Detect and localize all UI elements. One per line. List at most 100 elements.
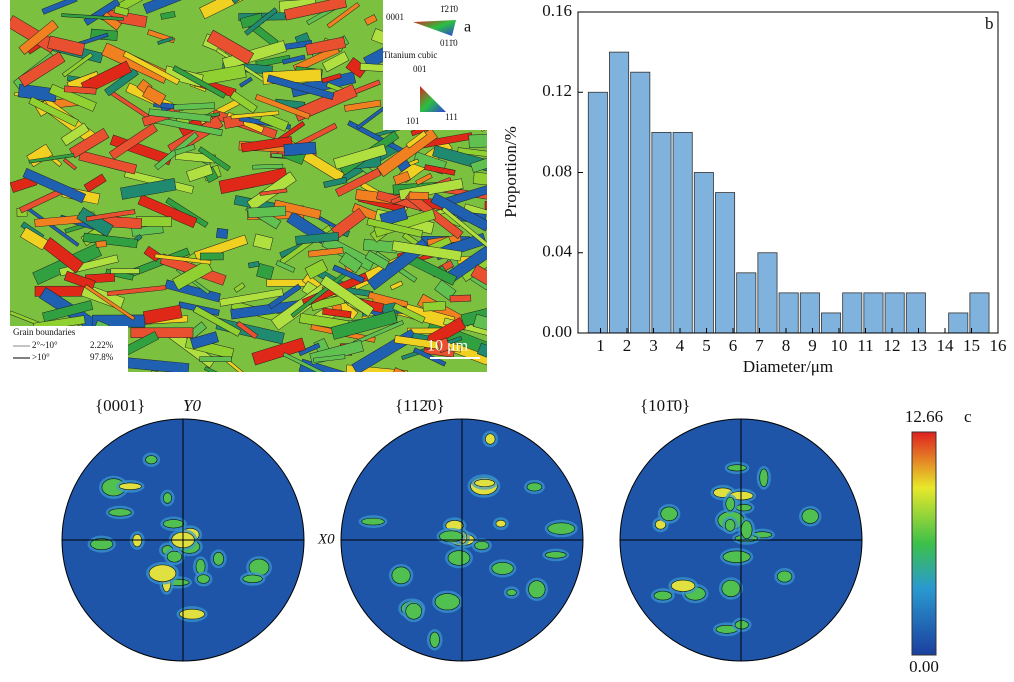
grain bbox=[272, 153, 283, 157]
intensity-blob bbox=[496, 520, 506, 527]
bar bbox=[949, 313, 968, 333]
intensity-blob bbox=[149, 565, 176, 582]
intensity-blob bbox=[119, 483, 141, 490]
x-tick-label: 11 bbox=[857, 336, 873, 355]
grain bbox=[200, 357, 232, 362]
x-tick-label: 12 bbox=[884, 336, 901, 355]
x-tick-label: 1 bbox=[596, 336, 605, 355]
grain bbox=[409, 192, 429, 200]
grain bbox=[96, 241, 107, 248]
legend-label: 2°~10° bbox=[32, 340, 58, 350]
grain bbox=[216, 228, 228, 238]
bar bbox=[652, 132, 671, 333]
x-tick-label: 16 bbox=[990, 336, 1007, 355]
bar bbox=[843, 293, 862, 333]
grain bbox=[253, 164, 283, 169]
legend-value: 2.22% bbox=[90, 340, 114, 350]
intensity-blob bbox=[243, 575, 262, 583]
x-tick-label: 3 bbox=[649, 336, 658, 355]
x-tick-label: 4 bbox=[676, 336, 685, 355]
panel-label: c bbox=[964, 407, 972, 426]
x-axis-label: Diameter/μm bbox=[743, 357, 833, 376]
panel-label: a bbox=[464, 19, 471, 36]
bar bbox=[609, 52, 628, 333]
x-tick-label: 5 bbox=[702, 336, 711, 355]
grain bbox=[111, 269, 140, 274]
bar bbox=[737, 273, 756, 333]
key-label: 001 bbox=[413, 64, 427, 74]
colorbar-min: 0.00 bbox=[909, 657, 939, 676]
y-tick-label: 0.00 bbox=[542, 322, 572, 341]
grain bbox=[423, 301, 446, 311]
y-axis-label: Proportion/% bbox=[501, 126, 520, 218]
intensity-blob bbox=[146, 456, 158, 464]
intensity-blob bbox=[197, 575, 209, 584]
intensity-blob bbox=[435, 594, 460, 610]
intensity-blob bbox=[529, 581, 546, 598]
intensity-blob bbox=[485, 434, 495, 445]
axis-name: Y0 bbox=[183, 396, 201, 415]
intensity-blob bbox=[777, 571, 792, 582]
grain bbox=[284, 142, 317, 156]
panel-label: b bbox=[985, 14, 994, 33]
intensity-blob bbox=[726, 497, 735, 510]
bar bbox=[779, 293, 798, 333]
intensity-blob bbox=[362, 518, 385, 525]
intensity-blob bbox=[109, 509, 131, 516]
x-tick-label: 9 bbox=[808, 336, 817, 355]
x-tick-label: 10 bbox=[831, 336, 848, 355]
key-label: 1̄21̄0 bbox=[440, 4, 459, 14]
intensity-blob bbox=[392, 567, 410, 584]
intensity-blob bbox=[654, 591, 672, 600]
figure: 0001 1̄21̄0 011̄0 Titanium cubic 001 101… bbox=[0, 0, 1014, 677]
colorbar bbox=[912, 432, 936, 655]
x-tick-label: 7 bbox=[755, 336, 764, 355]
intensity-blob bbox=[545, 552, 566, 559]
intensity-blob bbox=[430, 632, 440, 647]
legend-label: >10° bbox=[32, 352, 50, 362]
intensity-blob bbox=[661, 507, 678, 521]
bar bbox=[821, 313, 840, 333]
bar bbox=[885, 293, 904, 333]
grain bbox=[484, 6, 515, 33]
intensity-blob bbox=[527, 483, 542, 491]
axis-name: X0 bbox=[317, 531, 335, 547]
bar bbox=[588, 92, 607, 333]
key-label: 101 bbox=[406, 116, 420, 126]
x-tick-label: 2 bbox=[623, 336, 632, 355]
figure-title: {112̄0} bbox=[395, 396, 445, 415]
x-tick-label: 8 bbox=[782, 336, 791, 355]
intensity-blob bbox=[760, 469, 768, 487]
intensity-blob bbox=[671, 580, 695, 591]
intensity-blob bbox=[163, 520, 183, 528]
x-tick-label: 13 bbox=[910, 336, 927, 355]
key-label: Titanium cubic bbox=[383, 50, 437, 60]
x-tick-label: 15 bbox=[963, 336, 980, 355]
intensity-blob bbox=[741, 521, 752, 539]
grain bbox=[150, 371, 175, 384]
bar bbox=[715, 193, 734, 333]
grain bbox=[200, 253, 223, 260]
bar bbox=[970, 293, 989, 333]
key-label: 0001 bbox=[386, 12, 404, 22]
intensity-blob bbox=[723, 551, 750, 563]
grain bbox=[450, 295, 471, 302]
intensity-blob bbox=[406, 603, 422, 619]
intensity-blob bbox=[448, 551, 470, 566]
bar bbox=[694, 173, 713, 334]
ipf-key: 0001 1̄21̄0 011̄0 Titanium cubic 001 101… bbox=[383, 0, 487, 130]
grain bbox=[267, 279, 308, 286]
intensity-blob bbox=[492, 562, 514, 574]
key-label: 011̄0 bbox=[440, 38, 458, 48]
y-tick-label: 0.04 bbox=[542, 242, 572, 261]
legend-value: 97.8% bbox=[90, 352, 114, 362]
bar bbox=[758, 253, 777, 333]
intensity-blob bbox=[735, 621, 748, 629]
bar bbox=[673, 132, 692, 333]
intensity-blob bbox=[722, 580, 740, 596]
pole-figures: {0001} {112̄0} {101̄0} Y0 X0 12.66 0.00 … bbox=[62, 396, 972, 676]
bar bbox=[631, 72, 650, 333]
colorbar-max: 12.66 bbox=[905, 407, 943, 426]
intensity-blob bbox=[725, 519, 735, 531]
legend-title: Grain boundaries bbox=[13, 327, 76, 337]
